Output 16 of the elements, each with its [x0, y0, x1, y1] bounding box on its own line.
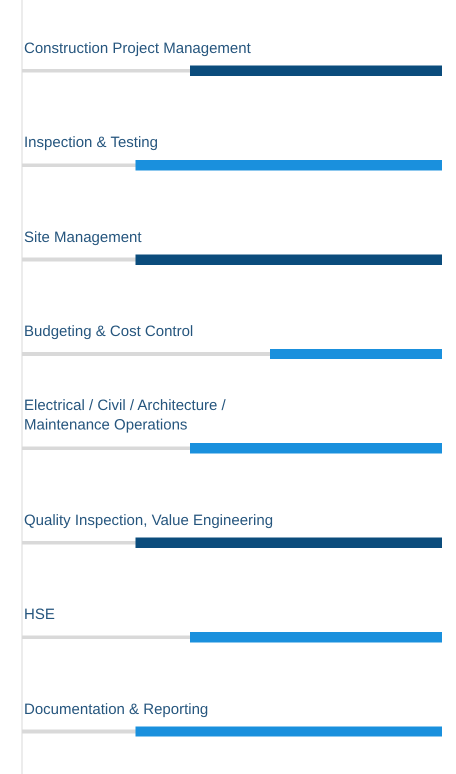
bar: [135, 160, 442, 170]
bar: [135, 726, 442, 737]
y-tick-label: Documentation & Reporting: [24, 701, 208, 718]
y-tick-label: Quality Inspection, Value Engineering: [24, 512, 274, 529]
bar: [190, 632, 442, 642]
y-tick-label: Electrical / Civil / Architecture / Maintenance Operations: [24, 397, 227, 434]
y-tick-label: Construction Project Management: [24, 40, 252, 57]
y-tick-label: HSE: [24, 606, 55, 623]
bar: [190, 443, 442, 454]
bar: [270, 348, 442, 360]
bar: [190, 66, 442, 76]
y-tick-label: Inspection & Testing: [24, 134, 158, 151]
bar: [135, 254, 442, 265]
bar: [135, 538, 442, 548]
y-tick-label: Budgeting & Cost Control: [24, 323, 194, 340]
y-tick-label: Site Management: [24, 229, 142, 246]
